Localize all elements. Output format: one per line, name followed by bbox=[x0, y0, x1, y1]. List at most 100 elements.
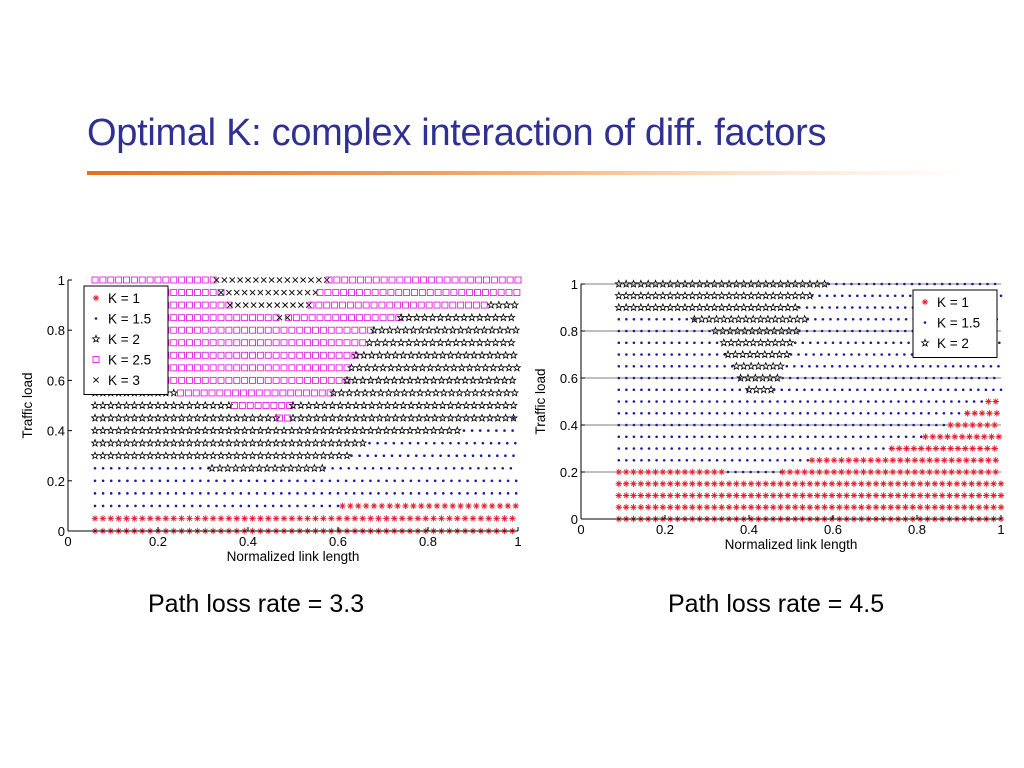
marker-k-1 bbox=[630, 504, 637, 511]
marker-k-1-5 bbox=[617, 400, 621, 403]
marker-k-2 bbox=[665, 302, 675, 312]
marker-k-1-5 bbox=[842, 282, 846, 286]
marker-k-2 bbox=[494, 300, 504, 309]
marker-k-1 bbox=[359, 515, 366, 522]
marker-k-2-5 bbox=[209, 339, 217, 347]
marker-k-2 bbox=[169, 450, 179, 460]
marker-k-2 bbox=[496, 363, 506, 372]
marker-k-2-5 bbox=[359, 339, 367, 347]
marker-k-1-5 bbox=[912, 423, 915, 427]
marker-k-2-5 bbox=[186, 276, 193, 284]
marker-k-2-5 bbox=[280, 326, 288, 334]
legend: K = 1K = 1.5K = 2K = 2.5K = 3 bbox=[83, 285, 169, 395]
marker-k-2 bbox=[414, 400, 424, 410]
marker-k-1-5 bbox=[255, 504, 259, 508]
marker-k-1 bbox=[852, 468, 860, 476]
marker-k-2 bbox=[724, 279, 734, 288]
marker-k-1 bbox=[391, 515, 398, 522]
marker-k-1-5 bbox=[874, 447, 878, 450]
marker-k-1-5 bbox=[821, 400, 825, 403]
marker-k-2 bbox=[798, 279, 808, 288]
marker-k-3 bbox=[266, 302, 273, 309]
marker-k-2 bbox=[184, 400, 195, 410]
marker-k-1-5 bbox=[460, 466, 464, 470]
marker-k-1-5 bbox=[823, 364, 826, 368]
marker-k-1-5 bbox=[880, 353, 884, 356]
marker-k-2-5 bbox=[312, 376, 319, 384]
marker-k-1-5 bbox=[730, 447, 734, 450]
marker-k-2-5 bbox=[449, 301, 457, 309]
marker-k-1-5 bbox=[433, 492, 437, 495]
marker-k-1 bbox=[939, 504, 946, 511]
marker-k-1 bbox=[830, 468, 838, 476]
marker-k-1-5 bbox=[819, 353, 823, 356]
marker-k-2 bbox=[483, 312, 493, 322]
marker-k-1-5 bbox=[715, 458, 719, 462]
marker-k-2 bbox=[358, 438, 368, 447]
marker-k-2 bbox=[393, 325, 403, 335]
marker-k-1-5 bbox=[866, 329, 869, 333]
marker-k-1-5 bbox=[190, 504, 194, 508]
marker-k-1-5 bbox=[980, 400, 983, 403]
marker-k-1-5 bbox=[677, 329, 681, 333]
marker-k-2 bbox=[200, 425, 210, 435]
marker-k-1-5 bbox=[223, 492, 226, 495]
marker-k-1-5 bbox=[818, 294, 821, 298]
marker-k-1-5 bbox=[617, 435, 621, 439]
marker-k-1 bbox=[652, 480, 659, 487]
marker-k-1-5 bbox=[625, 435, 628, 439]
marker-k-1-5 bbox=[730, 423, 734, 427]
marker-k-2 bbox=[184, 413, 195, 422]
marker-k-2 bbox=[238, 463, 249, 473]
marker-k-2 bbox=[761, 291, 771, 300]
marker-k-2 bbox=[723, 349, 733, 359]
marker-k-1-5 bbox=[398, 454, 402, 457]
marker-k-2 bbox=[303, 450, 313, 460]
marker-k-1 bbox=[860, 468, 867, 476]
marker-k-1-5 bbox=[640, 411, 643, 415]
marker-k-1-5 bbox=[384, 441, 388, 445]
marker-k-1 bbox=[667, 468, 674, 476]
marker-k-3 bbox=[241, 289, 248, 296]
marker-k-1 bbox=[652, 504, 659, 511]
marker-k-1-5 bbox=[655, 317, 658, 321]
marker-k-1-5 bbox=[869, 341, 873, 345]
marker-k-2 bbox=[451, 312, 461, 322]
marker-k-2-5 bbox=[307, 301, 315, 309]
marker-k-1-5 bbox=[888, 329, 892, 333]
legend-marker-k-3 bbox=[93, 377, 99, 383]
marker-k-1-5 bbox=[977, 388, 980, 392]
marker-k-2 bbox=[747, 326, 757, 335]
marker-k-1-5 bbox=[479, 454, 483, 457]
marker-k-1 bbox=[992, 398, 999, 405]
marker-k-1 bbox=[941, 457, 948, 464]
marker-k-2 bbox=[169, 413, 179, 422]
marker-k-2 bbox=[106, 425, 116, 435]
marker-k-2 bbox=[406, 400, 416, 410]
marker-k-1-5 bbox=[814, 400, 817, 403]
marker-k-2-5 bbox=[280, 364, 288, 372]
marker-k-2 bbox=[768, 361, 778, 371]
marker-k-1-5 bbox=[835, 282, 838, 286]
marker-k-2-5 bbox=[263, 389, 271, 397]
marker-k-1 bbox=[288, 515, 296, 522]
marker-k-1 bbox=[622, 480, 630, 487]
marker-k-1-5 bbox=[927, 400, 931, 403]
marker-k-1-5 bbox=[919, 423, 923, 427]
marker-k-1-5 bbox=[859, 423, 863, 427]
marker-k-1-5 bbox=[647, 317, 651, 321]
marker-k-1-5 bbox=[844, 317, 847, 321]
marker-k-2 bbox=[503, 325, 513, 335]
marker-k-1-5 bbox=[798, 411, 802, 415]
marker-k-1 bbox=[652, 468, 659, 476]
marker-k-2 bbox=[621, 291, 631, 300]
marker-k-1-5 bbox=[417, 492, 421, 495]
x-tick-label: 0.8 bbox=[419, 534, 437, 549]
marker-k-1-5 bbox=[190, 479, 194, 483]
marker-k-1-5 bbox=[829, 435, 832, 439]
marker-k-1 bbox=[911, 457, 919, 464]
marker-k-1-5 bbox=[882, 317, 885, 321]
marker-k-1-5 bbox=[670, 317, 674, 321]
marker-k-1 bbox=[257, 515, 264, 522]
marker-k-1-5 bbox=[854, 341, 857, 345]
